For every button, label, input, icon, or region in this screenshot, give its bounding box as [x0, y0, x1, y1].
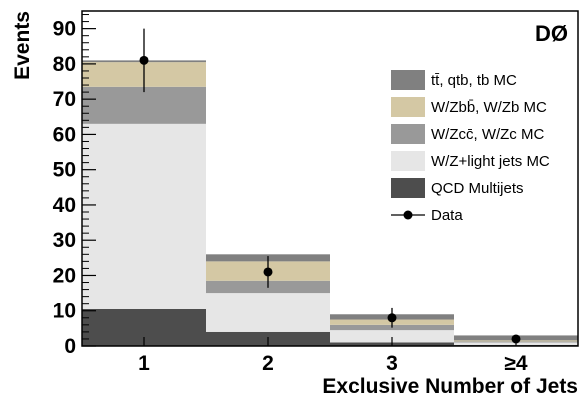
x-tick-label: ≥4 — [504, 352, 528, 375]
legend: tt̄, qtb, tb MC W/Zbb̄, W/Zb MC W/Zcc̄, W/… — [391, 70, 550, 224]
legend-label: W/Z+light jets MC — [431, 153, 550, 170]
legend-label: W/Zcc̄, W/Zc MC — [431, 126, 544, 143]
legend-label: QCD Multijets — [431, 180, 524, 197]
legend-label: tt̄, qtb, tb MC — [431, 72, 517, 89]
data-point — [387, 313, 397, 323]
legend-swatch — [391, 70, 425, 90]
y-tick-label: 70 — [53, 88, 76, 111]
y-tick-label: 0 — [64, 335, 76, 358]
data-point — [511, 334, 521, 344]
legend-swatch — [391, 178, 425, 198]
x-tick-label: 1 — [138, 352, 150, 375]
legend-label: Data — [431, 207, 463, 224]
legend-swatch — [391, 151, 425, 171]
y-tick-label: 30 — [53, 229, 76, 252]
y-axis-title: Events — [11, 11, 34, 80]
data-points — [139, 28, 521, 344]
experiment-label: DØ — [535, 21, 568, 46]
data-point — [263, 267, 273, 277]
legend-swatch — [391, 97, 425, 117]
y-tick-label: 80 — [53, 53, 76, 76]
axis-ticks: 0 10 20 30 40 50 60 70 80 90 1 2 3 ≥4 — [53, 14, 528, 375]
legend-data-marker — [403, 210, 413, 220]
y-tick-label: 50 — [53, 159, 76, 182]
bar-segment-1-0 — [82, 123, 206, 309]
x-tick-label: 3 — [386, 352, 398, 375]
plot-frame — [81, 10, 579, 347]
data-point — [139, 55, 149, 65]
y-tick-label: 40 — [53, 194, 76, 217]
y-tick-label: 10 — [53, 300, 76, 323]
x-axis-title: Exclusive Number of Jets — [322, 375, 578, 398]
legend-swatch — [391, 124, 425, 144]
legend-label: W/Zbb̄, W/Zb MC — [431, 99, 547, 116]
y-tick-label: 60 — [53, 123, 76, 146]
y-tick-label: 90 — [53, 18, 76, 41]
y-tick-label: 20 — [53, 264, 76, 287]
bar-segment-1-2 — [330, 330, 454, 343]
x-tick-label: 2 — [262, 352, 274, 375]
bar-segment-1-1 — [206, 293, 330, 332]
bar-segment-2-0 — [82, 86, 206, 124]
